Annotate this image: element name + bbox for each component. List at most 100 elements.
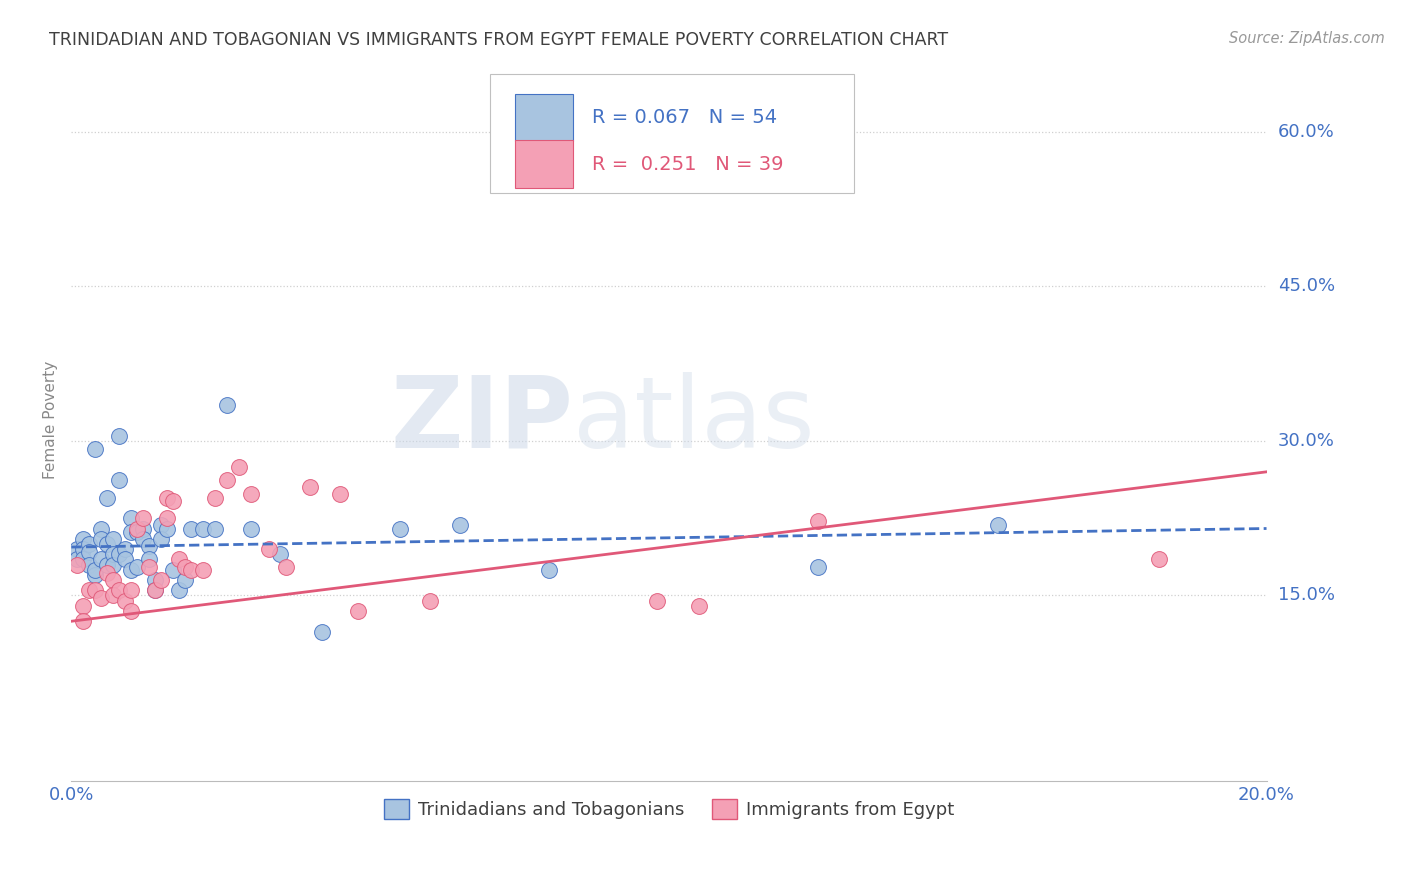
Point xyxy=(108,583,131,598)
Point xyxy=(72,614,94,628)
Point xyxy=(257,542,280,557)
Point xyxy=(120,604,142,618)
Point xyxy=(215,473,238,487)
Text: atlas: atlas xyxy=(574,372,815,469)
Point xyxy=(120,563,142,577)
Point xyxy=(180,563,202,577)
Text: 30.0%: 30.0% xyxy=(1278,432,1334,450)
Point xyxy=(132,521,155,535)
Point xyxy=(167,583,190,598)
Point xyxy=(90,521,112,535)
Point xyxy=(101,589,124,603)
Text: R =  0.251   N = 39: R = 0.251 N = 39 xyxy=(592,154,785,174)
Point xyxy=(132,532,155,546)
Point xyxy=(162,493,184,508)
Point xyxy=(77,537,100,551)
Point xyxy=(149,532,172,546)
Point xyxy=(311,624,333,639)
Point xyxy=(228,459,250,474)
Point xyxy=(167,552,190,566)
Text: 15.0%: 15.0% xyxy=(1278,587,1334,605)
Point xyxy=(132,511,155,525)
Point xyxy=(143,583,166,598)
Point xyxy=(84,567,107,582)
Point xyxy=(299,480,322,494)
Point xyxy=(101,532,124,546)
Point xyxy=(120,524,142,539)
Point xyxy=(204,521,226,535)
Point xyxy=(90,591,112,605)
FancyBboxPatch shape xyxy=(515,94,574,141)
Point xyxy=(72,552,94,566)
Point xyxy=(149,518,172,533)
Point xyxy=(77,583,100,598)
Point xyxy=(96,558,118,572)
Point xyxy=(90,552,112,566)
Point xyxy=(108,473,131,487)
Point xyxy=(84,583,107,598)
Point xyxy=(125,524,148,539)
Point xyxy=(156,511,179,525)
Point xyxy=(120,583,142,598)
Point xyxy=(114,542,136,557)
Point xyxy=(90,532,112,546)
Point xyxy=(645,593,668,607)
FancyBboxPatch shape xyxy=(489,74,855,193)
Point xyxy=(101,558,124,572)
Point xyxy=(72,599,94,613)
Point xyxy=(987,518,1010,533)
FancyBboxPatch shape xyxy=(515,140,574,188)
Point xyxy=(807,559,830,574)
Point xyxy=(347,604,370,618)
Point xyxy=(101,547,124,561)
Point xyxy=(162,563,184,577)
Point xyxy=(173,559,195,574)
Point xyxy=(72,532,94,546)
Point xyxy=(388,521,411,535)
Point xyxy=(66,552,89,566)
Point xyxy=(138,552,160,566)
Point xyxy=(96,491,118,505)
Point xyxy=(149,573,172,587)
Legend: Trinidadians and Tobagonians, Immigrants from Egypt: Trinidadians and Tobagonians, Immigrants… xyxy=(377,792,962,826)
Point xyxy=(84,563,107,577)
Text: ZIP: ZIP xyxy=(391,372,574,469)
Text: 45.0%: 45.0% xyxy=(1278,277,1334,295)
Point xyxy=(108,429,131,443)
Text: Source: ZipAtlas.com: Source: ZipAtlas.com xyxy=(1229,31,1385,46)
Point xyxy=(120,511,142,525)
Text: 60.0%: 60.0% xyxy=(1278,123,1334,141)
Point xyxy=(66,542,89,557)
Point xyxy=(204,491,226,505)
Point xyxy=(77,545,100,559)
Point xyxy=(180,521,202,535)
Point xyxy=(269,547,291,561)
Point xyxy=(108,547,131,561)
Point xyxy=(156,491,179,505)
Point xyxy=(84,442,107,457)
Point xyxy=(138,559,160,574)
Point xyxy=(191,563,214,577)
Text: R = 0.067   N = 54: R = 0.067 N = 54 xyxy=(592,108,778,127)
Point xyxy=(96,537,118,551)
Point xyxy=(807,514,830,528)
Point xyxy=(1147,552,1170,566)
Point xyxy=(143,583,166,598)
Point xyxy=(173,573,195,587)
Point xyxy=(143,573,166,587)
Point xyxy=(125,521,148,535)
Point xyxy=(125,559,148,574)
Point xyxy=(114,593,136,607)
Point xyxy=(419,593,441,607)
Point xyxy=(101,573,124,587)
Point xyxy=(329,487,352,501)
Point xyxy=(96,566,118,580)
Point xyxy=(239,487,262,501)
Point xyxy=(77,558,100,572)
Point xyxy=(191,521,214,535)
Point xyxy=(276,559,298,574)
Point xyxy=(215,398,238,412)
Point xyxy=(688,599,710,613)
Point xyxy=(538,563,561,577)
Y-axis label: Female Poverty: Female Poverty xyxy=(44,361,58,479)
